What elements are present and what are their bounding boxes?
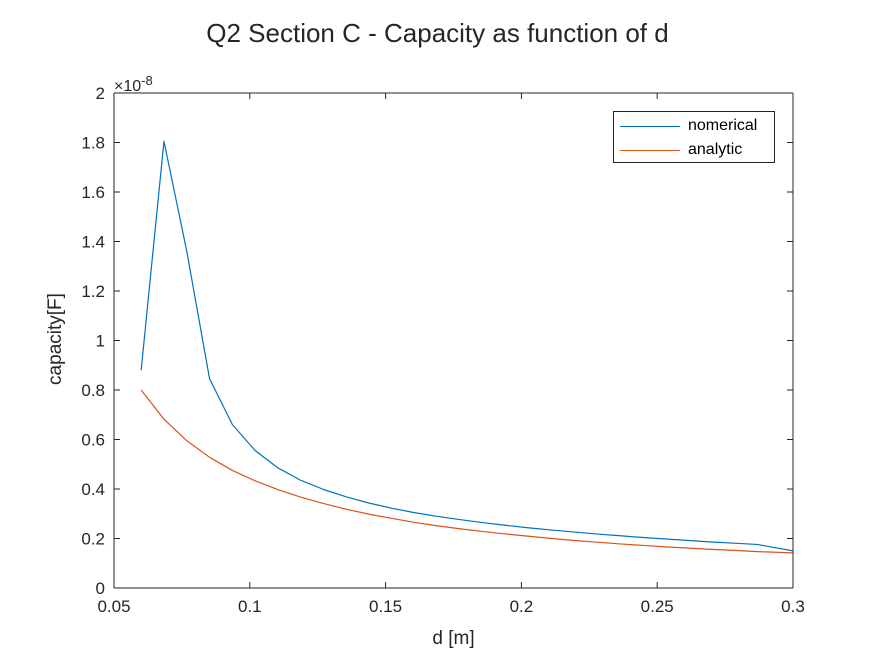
y-tick-label: 0.8 <box>81 381 105 400</box>
y-axis-exponent: ×10-8 <box>114 73 153 96</box>
y-tick-label: 1 <box>96 332 105 351</box>
series-line-nomerical <box>140 140 794 552</box>
series-line-analytic <box>140 389 794 554</box>
y-tick-label: 1.2 <box>81 282 105 301</box>
y-tick-label: 0 <box>96 579 105 598</box>
x-tick-label: 0.25 <box>641 597 674 616</box>
y-tick-label: 0.6 <box>81 431 105 450</box>
y-tick-label: 1.4 <box>81 233 105 252</box>
y-tick-label: 1.6 <box>81 183 105 202</box>
y-axis-label: capacity[F] <box>45 293 66 385</box>
y-tick-label: 1.8 <box>81 134 105 153</box>
chart-title: Q2 Section C - Capacity as function of d <box>206 18 669 48</box>
y-exponent-power: -8 <box>141 73 153 88</box>
legend-item-analytic: analytic <box>620 139 742 161</box>
y-tick-label: 0.2 <box>81 530 105 549</box>
axes-background <box>114 93 793 588</box>
legend-label-nomerical: nomerical <box>688 117 758 134</box>
x-tick-label: 0.05 <box>97 597 130 616</box>
y-tick-label: 0.4 <box>81 480 105 499</box>
legend-line-nomerical <box>620 125 680 127</box>
legend-item-nomerical: nomerical <box>620 115 757 137</box>
y-exponent-base: ×10 <box>114 78 142 95</box>
legend-line-analytic <box>620 149 680 151</box>
x-tick-label: 0.1 <box>238 597 262 616</box>
x-tick-label: 0.3 <box>781 597 805 616</box>
legend: nomerical analytic <box>613 111 775 163</box>
x-axis-label: d [m] <box>432 628 475 649</box>
x-tick-label: 0.2 <box>510 597 534 616</box>
x-tick-label: 0.15 <box>369 597 402 616</box>
legend-label-analytic: analytic <box>688 141 743 158</box>
y-tick-label: 2 <box>96 84 105 103</box>
